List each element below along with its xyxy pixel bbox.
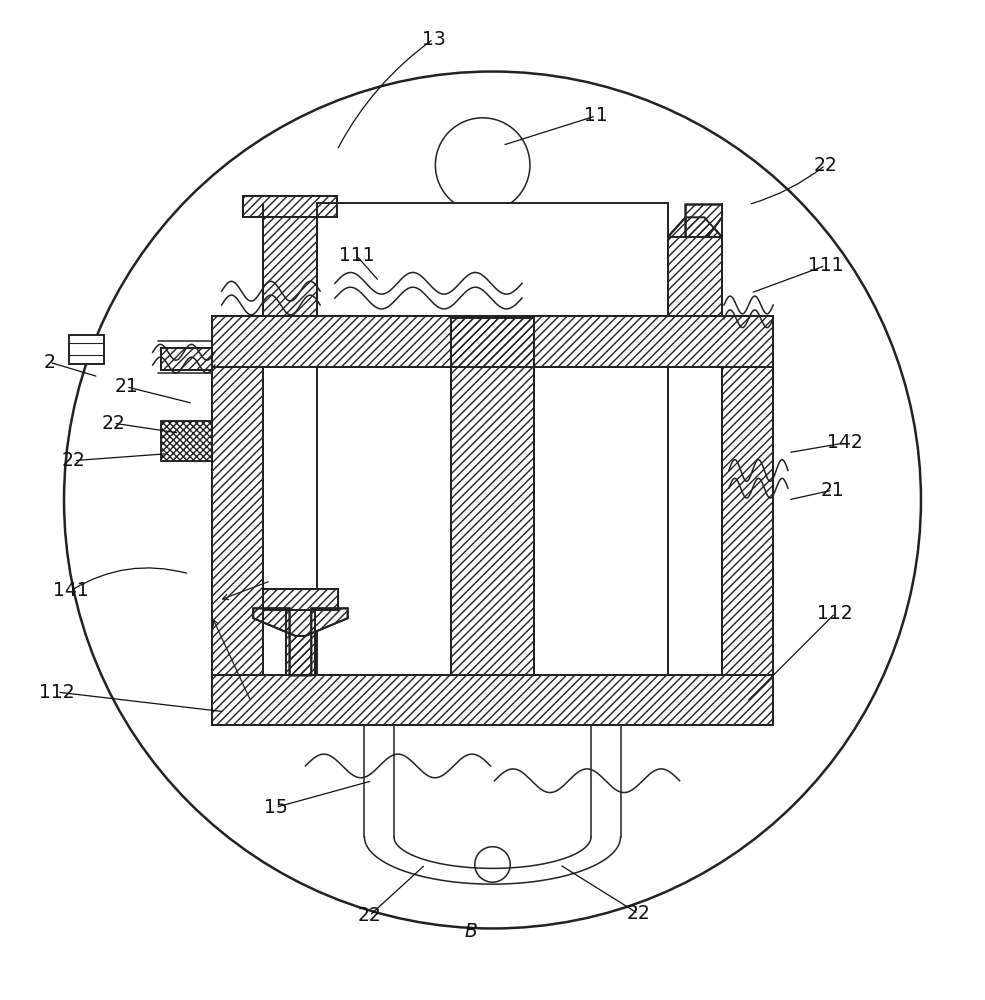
Text: 22: 22 [62, 451, 86, 470]
Text: 111: 111 [339, 246, 374, 265]
Bar [161, 421, 212, 461]
Text: 21: 21 [114, 377, 138, 396]
Bar [451, 318, 534, 675]
Bar [722, 367, 773, 675]
Bar [212, 675, 773, 725]
Bar [534, 367, 668, 675]
Text: 112: 112 [39, 683, 75, 702]
Bar [263, 589, 338, 610]
Bar [69, 335, 104, 364]
Bar [212, 316, 773, 367]
Bar [161, 348, 212, 370]
Bar [286, 610, 315, 675]
Text: 21: 21 [821, 481, 844, 500]
Bar [243, 196, 337, 217]
Bar [263, 217, 317, 316]
Bar [263, 217, 317, 316]
Bar [263, 589, 338, 610]
Text: B: B [464, 922, 478, 941]
Bar [212, 675, 773, 725]
Bar [722, 367, 773, 675]
Bar [668, 237, 722, 316]
Text: 22: 22 [626, 904, 650, 923]
Bar [451, 318, 534, 675]
Polygon shape [686, 205, 722, 237]
Bar [263, 217, 317, 316]
Text: 142: 142 [827, 433, 863, 452]
Bar [286, 610, 315, 675]
Polygon shape [253, 608, 348, 675]
Text: 22: 22 [101, 414, 125, 433]
Bar [161, 421, 212, 461]
Bar [243, 196, 337, 217]
Text: 11: 11 [584, 106, 608, 125]
Bar [212, 316, 773, 367]
Text: 22: 22 [358, 906, 381, 925]
Text: 22: 22 [814, 156, 837, 175]
Bar [286, 610, 315, 675]
Bar [317, 203, 668, 316]
Bar [161, 421, 212, 461]
Bar [451, 318, 534, 675]
Text: 2: 2 [43, 353, 55, 372]
Text: 13: 13 [422, 30, 445, 49]
Bar [243, 196, 337, 217]
Bar [722, 367, 773, 675]
Bar [212, 367, 263, 675]
Bar [668, 237, 722, 316]
Text: 141: 141 [53, 581, 89, 600]
Text: 15: 15 [264, 798, 288, 817]
Text: 112: 112 [818, 604, 853, 623]
Bar [212, 675, 773, 725]
Bar [212, 367, 263, 675]
Bar [317, 367, 451, 675]
Bar [668, 237, 722, 316]
Polygon shape [668, 217, 722, 237]
Bar [161, 348, 212, 370]
Text: 111: 111 [808, 256, 843, 275]
Bar [212, 316, 773, 367]
Bar [263, 589, 338, 610]
Bar [161, 348, 212, 370]
Bar [212, 367, 263, 675]
